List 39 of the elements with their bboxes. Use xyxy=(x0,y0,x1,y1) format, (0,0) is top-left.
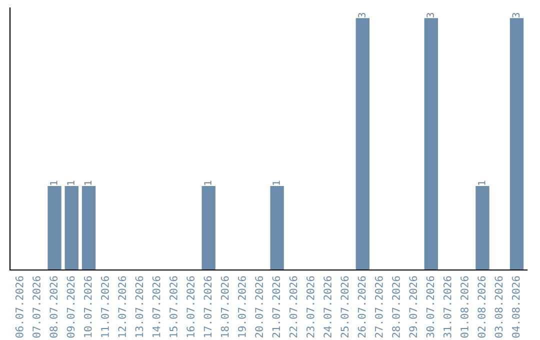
data-label: 3 xyxy=(426,12,434,18)
x-tick-label: 11.07.2026 xyxy=(101,276,109,338)
data-label: 3 xyxy=(358,12,366,18)
x-tick-label: 18.07.2026 xyxy=(220,276,229,338)
data-label: 1 xyxy=(67,180,74,185)
x-tick-label: 30.07.2026 xyxy=(426,276,434,338)
x-tick-label: 06.07.2026 xyxy=(15,276,24,338)
x-tick-label: 02.08.2026 xyxy=(478,276,486,338)
x-tick-label: 22.07.2026 xyxy=(289,276,298,338)
data-label: 1 xyxy=(478,180,486,185)
x-tick-label: 28.07.2026 xyxy=(392,276,400,338)
x-tick-label: 24.07.2026 xyxy=(324,276,332,338)
x-tick-label: 12.07.2026 xyxy=(118,276,126,338)
x-tick-label: 03.08.2026 xyxy=(494,276,503,338)
data-label: 1 xyxy=(50,180,58,185)
x-tick-label: 29.07.2026 xyxy=(409,276,418,338)
x-tick-label: 01.08.2026 xyxy=(460,276,468,338)
x-tick-label: 27.07.2026 xyxy=(374,276,383,338)
x-tick-label: 19.07.2026 xyxy=(238,276,246,338)
x-tick-label: 26.07.2026 xyxy=(358,276,366,338)
x-tick-label: 15.07.2026 xyxy=(170,276,178,338)
x-tick-label: 09.07.2026 xyxy=(66,276,75,338)
data-label: 1 xyxy=(272,180,280,185)
x-tick-label: 07.07.2026 xyxy=(32,276,40,338)
x-tick-label: 13.07.2026 xyxy=(135,276,144,338)
x-tick-label: 16.07.2026 xyxy=(186,276,195,338)
x-tick-label: 08.07.2026 xyxy=(50,276,58,338)
x-tick-label: 23.07.2026 xyxy=(306,276,314,338)
x-tick-label: 14.07.2026 xyxy=(152,276,160,338)
x-tick-label: 25.07.2026 xyxy=(340,276,349,338)
x-tick-label: 17.07.2026 xyxy=(204,276,212,338)
x-tick-label: 31.07.2026 xyxy=(443,276,452,338)
x-tick-label: 04.08.2026 xyxy=(512,276,520,338)
data-label: 3 xyxy=(512,12,520,18)
data-label: 1 xyxy=(204,180,212,185)
x-tick-label: 10.07.2026 xyxy=(84,276,92,338)
x-tick-label: 20.07.2026 xyxy=(255,276,263,338)
data-label: 1 xyxy=(84,180,92,185)
x-tick-label: 21.07.2026 xyxy=(272,276,280,338)
